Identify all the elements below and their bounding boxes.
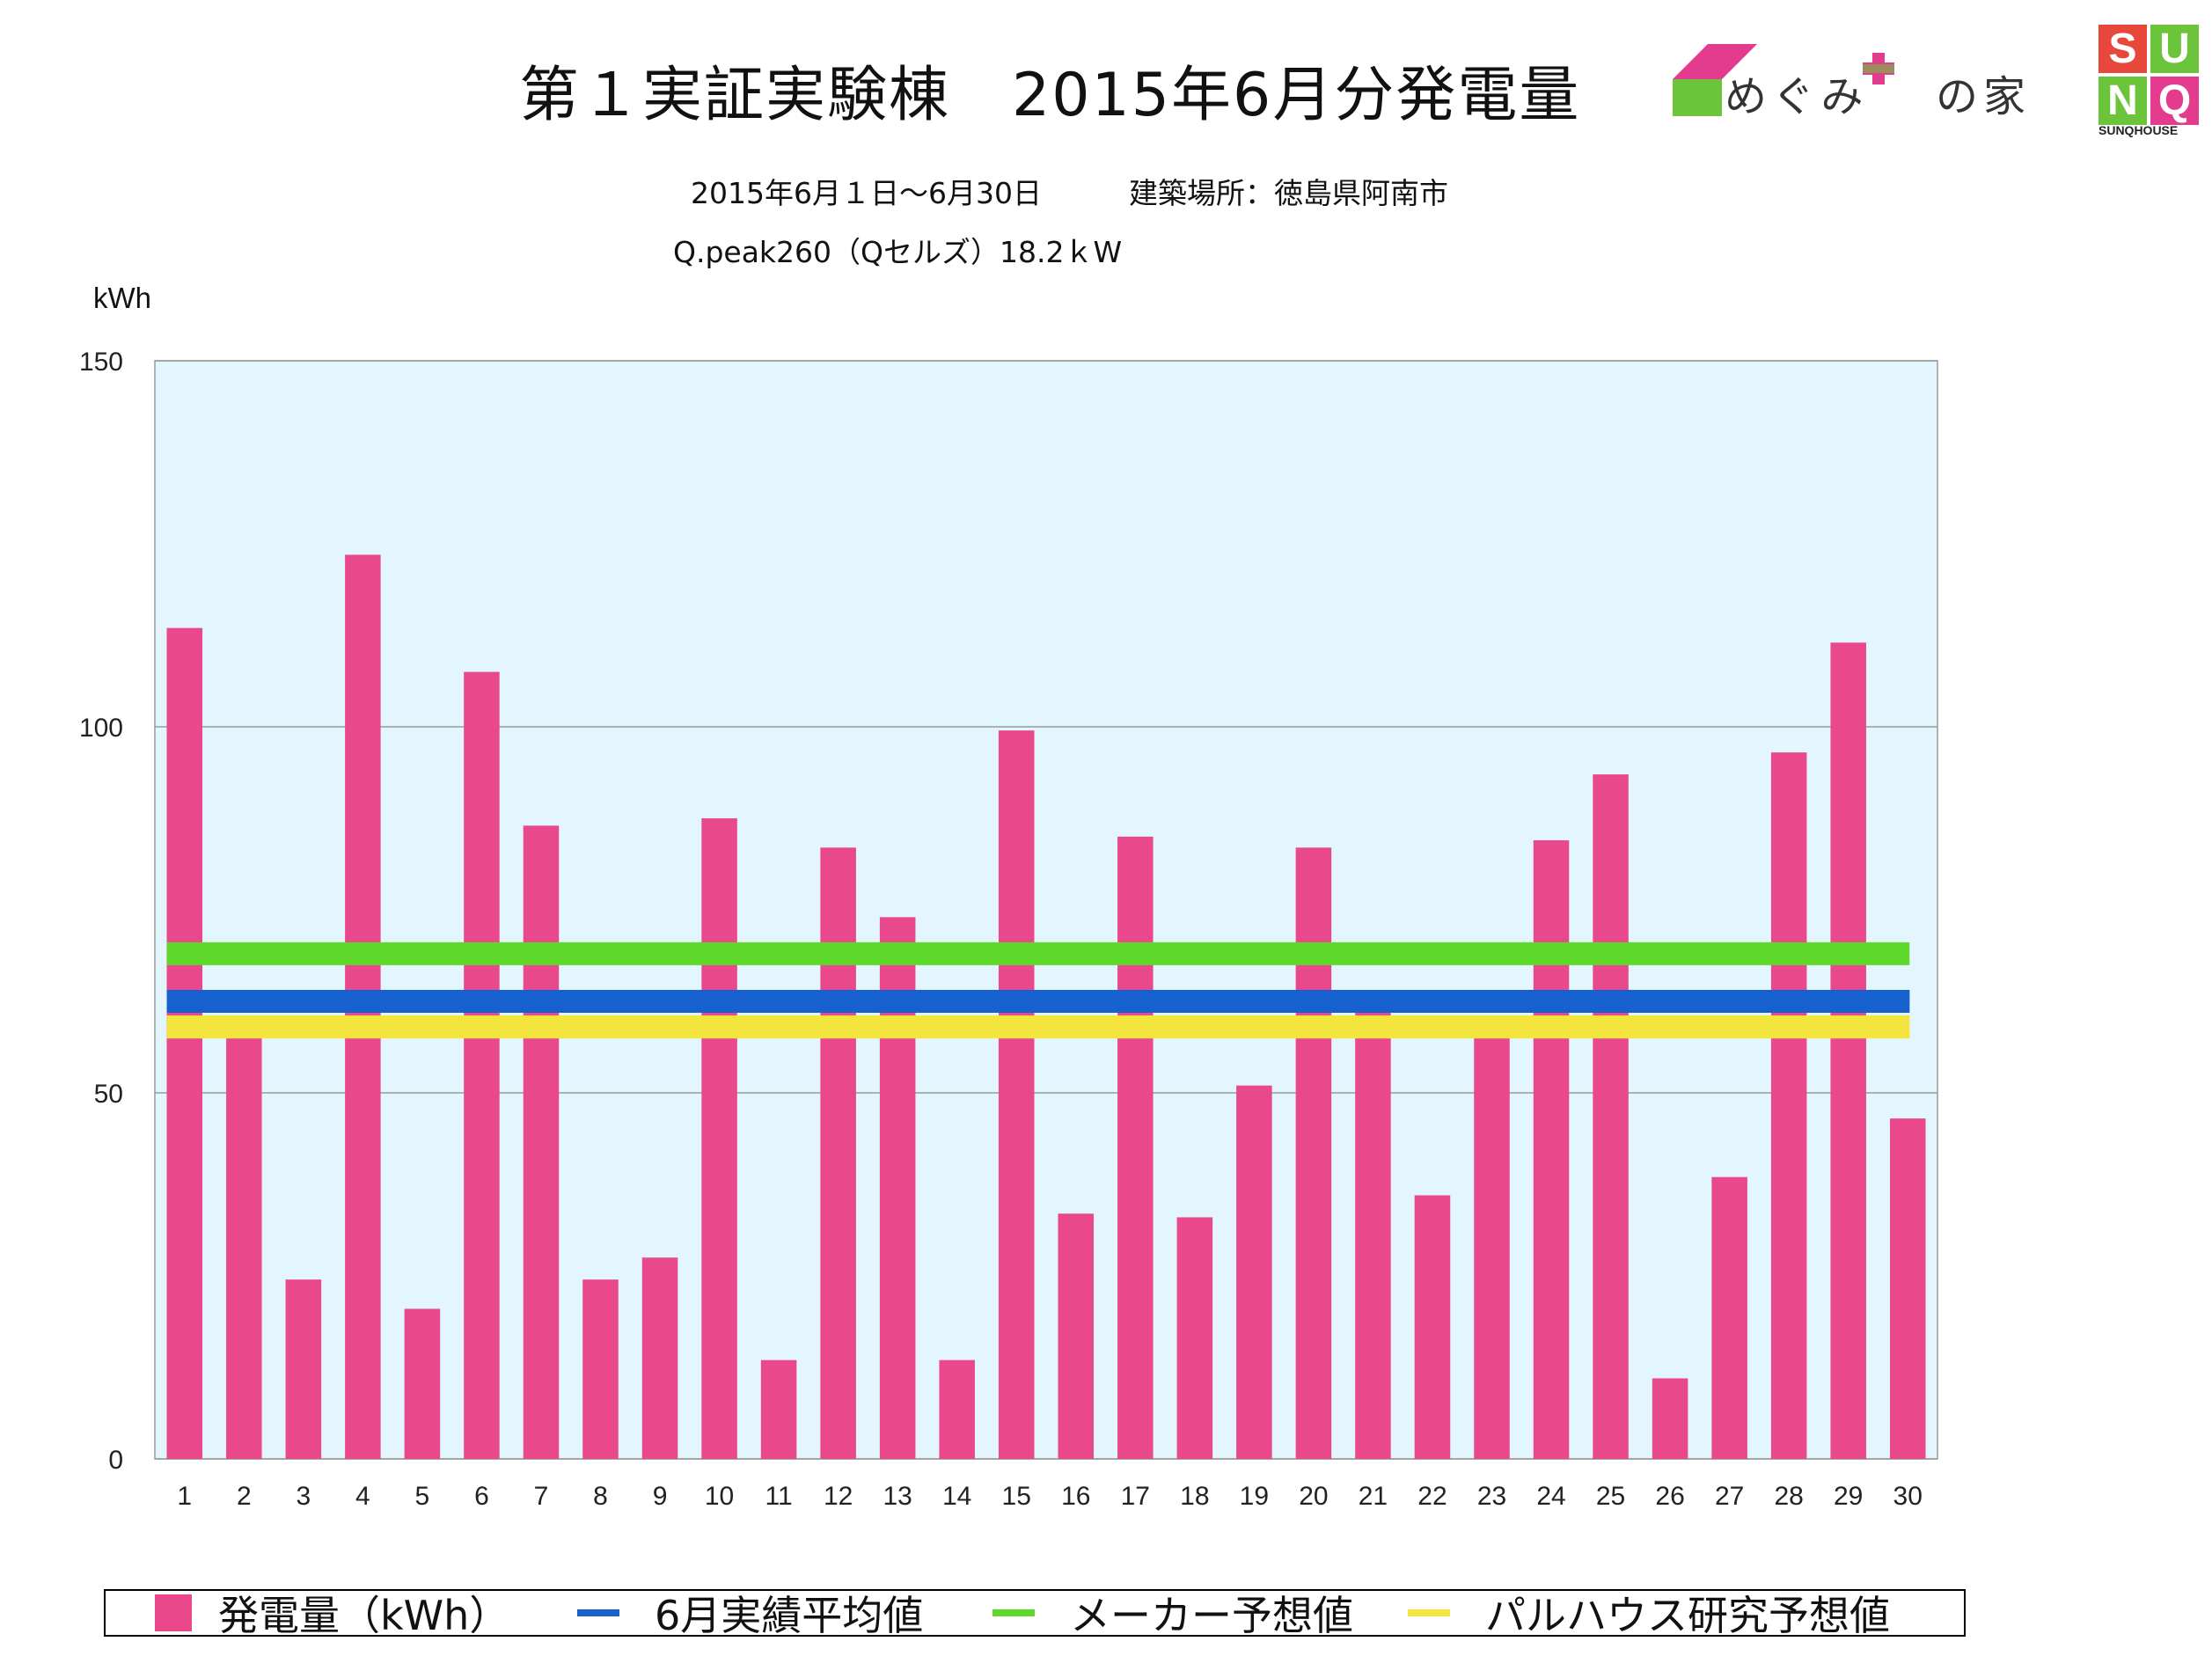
x-tick-label-1: 1 [177, 1482, 192, 1511]
bar-day-11 [760, 1359, 797, 1459]
bar-day-27 [1711, 1176, 1747, 1459]
x-tick-label-12: 12 [824, 1482, 853, 1511]
bar-day-30 [1889, 1118, 1926, 1459]
x-tick-label-23: 23 [1477, 1482, 1506, 1511]
megumi-logo-text: めぐみ [1725, 72, 1869, 121]
x-tick-label-10: 10 [705, 1482, 734, 1511]
location-text: 建築場所：徳島県阿南市 [1129, 176, 1448, 210]
legend-swatch-maker [992, 1609, 1035, 1616]
legend-label-generation: 発電量（kWh） [218, 1592, 510, 1639]
legend-label-palhaus: パルハウス研究予想値 [1485, 1592, 1890, 1639]
legend-label-maker: メーカー予想値 [1070, 1592, 1353, 1639]
x-tick-label-9: 9 [653, 1482, 668, 1511]
y-axis-unit-label: kWh [93, 282, 151, 314]
legend-label-average: 6月実績平均値 [655, 1592, 924, 1639]
bar-day-26 [1652, 1378, 1688, 1459]
y-tick-label-150: 150 [79, 348, 123, 377]
x-tick-label-6: 6 [474, 1482, 489, 1511]
x-tick-label-28: 28 [1774, 1482, 1803, 1511]
bar-day-1 [166, 627, 203, 1459]
bar-day-28 [1770, 752, 1807, 1459]
bar-day-21 [1355, 1005, 1391, 1459]
bar-day-17 [1117, 836, 1154, 1459]
bar-day-2 [226, 1027, 262, 1459]
x-tick-label-11: 11 [765, 1482, 793, 1511]
y-tick-label-0: 0 [108, 1446, 123, 1475]
sunq-house-tagline: SUNQHOUSE [2098, 123, 2179, 137]
bar-day-19 [1236, 1085, 1272, 1459]
bar-day-20 [1295, 847, 1332, 1459]
y-tick-label-100: 100 [79, 714, 123, 743]
bar-day-6 [464, 671, 500, 1459]
legend-item-maker: メーカー予想値 [992, 1591, 1353, 1639]
sunq-letter-s: S [2098, 25, 2147, 73]
x-tick-label-24: 24 [1536, 1482, 1565, 1511]
bar-day-9 [641, 1257, 678, 1459]
legend-swatch-generation [155, 1594, 192, 1631]
x-tick-label-7: 7 [534, 1482, 549, 1511]
bar-day-16 [1058, 1213, 1095, 1459]
x-tick-label-17: 17 [1121, 1482, 1150, 1511]
plot-border [154, 360, 1938, 1460]
sunq-letter-n: N [2098, 77, 2147, 125]
x-tick-label-30: 30 [1893, 1482, 1923, 1511]
bar-day-8 [582, 1279, 619, 1459]
period-text: 2015年6月１日～6月30日 [691, 176, 1042, 210]
chart-title: 第１実証実験棟 2015年6月分発電量 [519, 61, 1581, 130]
x-tick-label-27: 27 [1715, 1482, 1744, 1511]
x-tick-label-22: 22 [1417, 1482, 1447, 1511]
legend-swatch-palhaus [1408, 1609, 1450, 1616]
bar-day-14 [939, 1359, 975, 1459]
legend-item-palhaus: パルハウス研究予想値 [1408, 1591, 1890, 1639]
sunq-letter-u: U [2150, 25, 2199, 73]
y-tick-label-50: 50 [94, 1080, 123, 1109]
x-tick-label-4: 4 [355, 1482, 370, 1511]
sunq-letter-q: Q [2150, 77, 2199, 125]
x-tick-label-8: 8 [593, 1482, 608, 1511]
bar-day-3 [285, 1279, 322, 1459]
bar-day-5 [404, 1308, 441, 1459]
bar-day-7 [523, 825, 560, 1459]
x-tick-label-13: 13 [883, 1482, 912, 1511]
x-tick-label-25: 25 [1596, 1482, 1625, 1511]
legend-item-average: 6月実績平均値 [577, 1591, 923, 1639]
bar-day-18 [1176, 1217, 1213, 1459]
bar-day-15 [998, 730, 1035, 1459]
panel-spec-text: Q.peak260（Qセルズ）18.2ｋW [673, 235, 1123, 269]
bar-day-23 [1474, 1027, 1510, 1459]
x-tick-label-26: 26 [1655, 1482, 1684, 1511]
bar-day-25 [1593, 774, 1629, 1459]
bar-day-29 [1830, 642, 1866, 1459]
x-tick-label-20: 20 [1299, 1482, 1328, 1511]
bar-day-10 [701, 818, 737, 1459]
x-tick-label-5: 5 [415, 1482, 430, 1511]
x-tick-label-15: 15 [1002, 1482, 1031, 1511]
megumi-house-logo [1673, 44, 1894, 116]
x-tick-label-14: 14 [942, 1482, 971, 1511]
legend-swatch-average [577, 1609, 619, 1616]
x-tick-label-2: 2 [237, 1482, 252, 1511]
x-tick-label-16: 16 [1061, 1482, 1090, 1511]
bar-day-12 [820, 847, 856, 1459]
x-tick-label-21: 21 [1359, 1482, 1388, 1511]
x-tick-label-3: 3 [296, 1482, 311, 1511]
plot-area [155, 361, 1937, 1459]
bar-day-24 [1533, 839, 1570, 1459]
x-tick-label-19: 19 [1240, 1482, 1269, 1511]
megumi-logo-suffix: の家 [1936, 72, 2032, 121]
legend-item-generation: 発電量（kWh） [155, 1591, 509, 1639]
bar-day-22 [1414, 1195, 1451, 1459]
sunq-house-logo: S U N Q [2098, 25, 2199, 139]
chart-legend: 発電量（kWh） 6月実績平均値 メーカー予想値 パルハウス研究予想値 [104, 1589, 1966, 1639]
x-tick-label-29: 29 [1834, 1482, 1863, 1511]
x-tick-label-18: 18 [1180, 1482, 1209, 1511]
